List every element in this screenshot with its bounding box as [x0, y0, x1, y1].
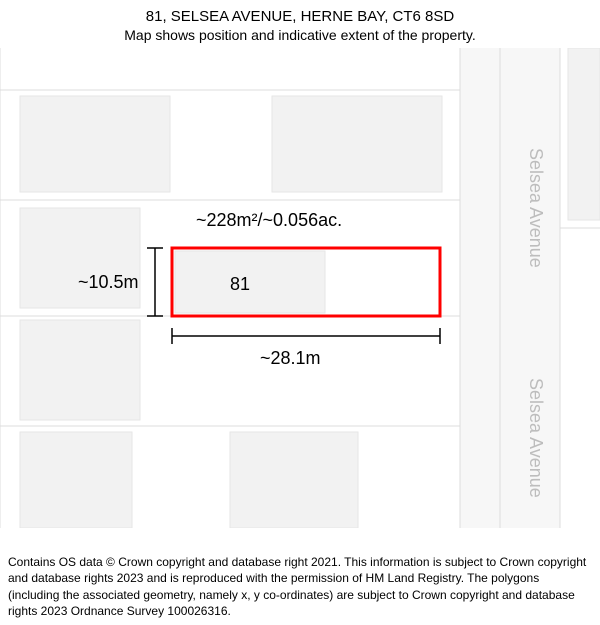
cadastral-map: Selsea Avenue Selsea Avenue ~228m²/~0.056a… — [0, 48, 600, 528]
road-label: Selsea Avenue — [526, 148, 546, 268]
copyright-footer: Contains OS data © Crown copyright and d… — [8, 554, 592, 619]
building-footprint — [230, 432, 358, 528]
building-footprint — [20, 208, 140, 308]
building-footprint — [272, 96, 442, 192]
dimension-label-height: ~10.5m — [78, 272, 139, 292]
page-subtitle: Map shows position and indicative extent… — [10, 27, 590, 43]
road-label: Selsea Avenue — [526, 378, 546, 498]
page-title: 81, SELSEA AVENUE, HERNE BAY, CT6 8SD — [10, 8, 590, 25]
dimension-label-width: ~28.1m — [260, 348, 321, 368]
building-footprint — [20, 320, 140, 420]
house-number-label: 81 — [230, 274, 250, 294]
building-footprint — [20, 432, 132, 528]
area-label: ~228m²/~0.056ac. — [196, 210, 342, 230]
map-container: Selsea Avenue Selsea Avenue ~228m²/~0.056a… — [0, 48, 600, 528]
building-footprint — [568, 48, 600, 220]
building-footprint — [20, 96, 170, 192]
header: 81, SELSEA AVENUE, HERNE BAY, CT6 8SD Ma… — [0, 0, 600, 47]
